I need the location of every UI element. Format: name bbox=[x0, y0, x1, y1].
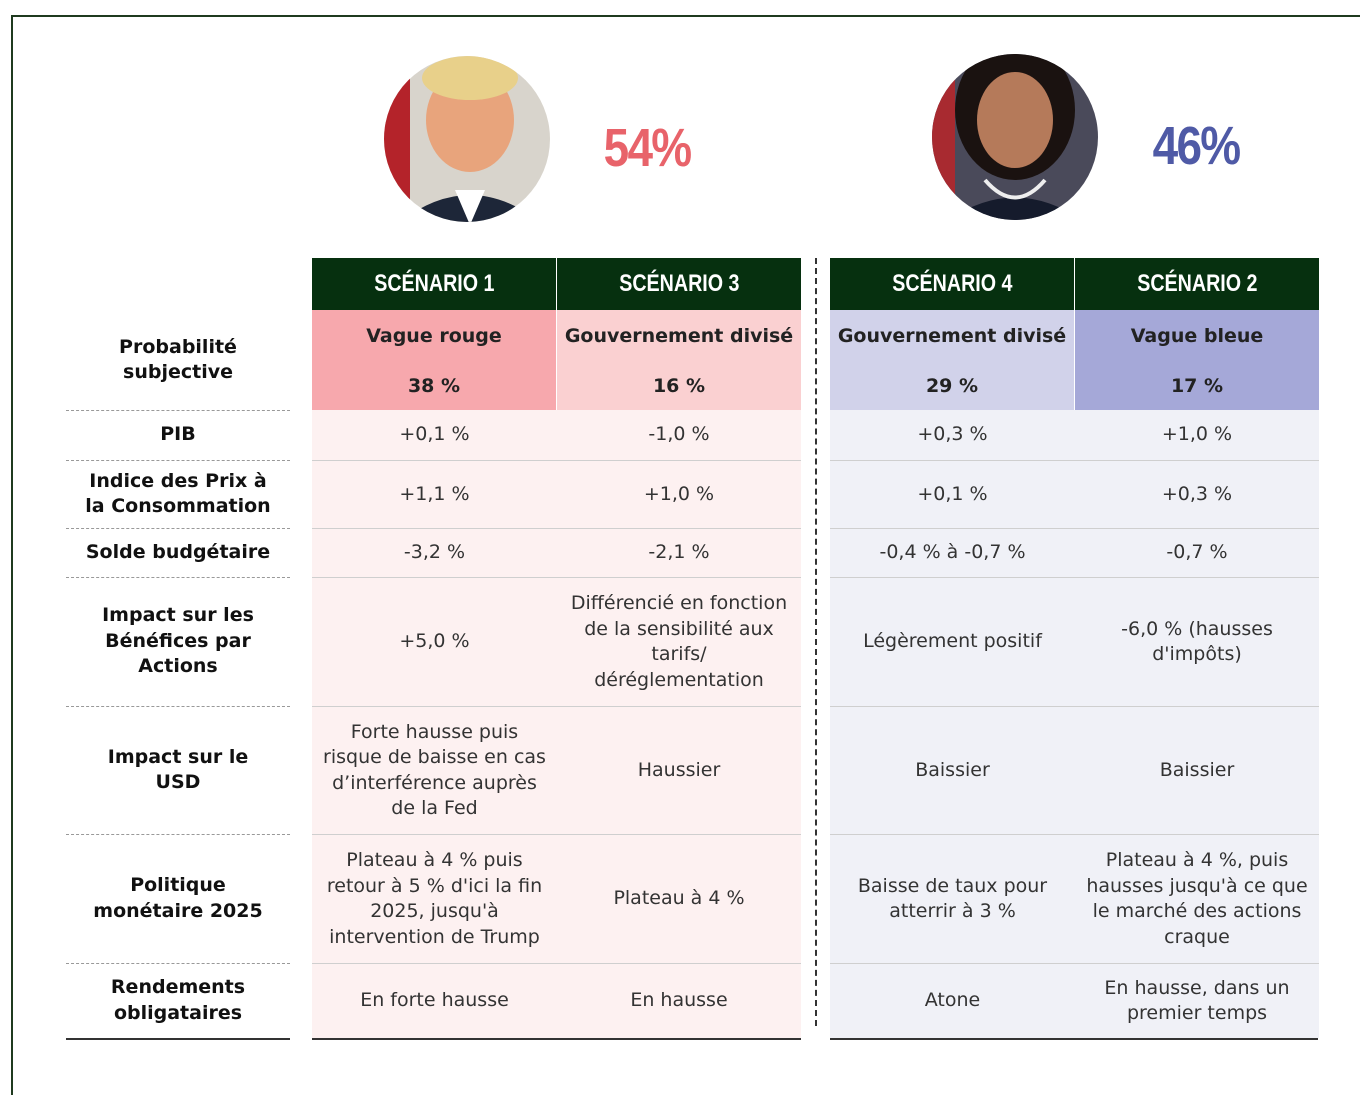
portrait-2 bbox=[925, 40, 1105, 230]
table-cell: Plateau à 4 %, puis hausses jusqu'à ce q… bbox=[1075, 834, 1319, 963]
table-bottom bbox=[830, 1038, 1318, 1040]
scenario-name: Vague rouge bbox=[312, 310, 556, 362]
table-bottom bbox=[312, 1038, 801, 1040]
scenario-probability: 16 % bbox=[557, 362, 801, 410]
table-cell: -6,0 % (hausses d'impôts) bbox=[1075, 577, 1319, 706]
table-cell: En forte hausse bbox=[312, 963, 557, 1038]
table-cell: En hausse bbox=[557, 963, 801, 1038]
row-label: Impact sur le USD bbox=[66, 706, 290, 834]
table-bottom bbox=[66, 1038, 290, 1040]
row-label: Rendements obligataires bbox=[66, 963, 290, 1038]
table-cell: Plateau à 4 % puis retour à 5 % d'ici la… bbox=[312, 834, 557, 963]
table-cell: -0,7 % bbox=[1075, 528, 1319, 577]
table-cell: Forte hausse puis risque de baisse en ca… bbox=[312, 706, 557, 834]
table-cell: -2,1 % bbox=[557, 528, 801, 577]
scenario-header: SCÉNARIO 2 bbox=[1075, 258, 1319, 310]
table-cell: +0,1 % bbox=[312, 410, 557, 460]
table-cell: +0,3 % bbox=[1075, 460, 1319, 528]
scenario-probability: 29 % bbox=[830, 362, 1074, 410]
table-cell: +1,1 % bbox=[312, 460, 557, 528]
scenario-name: Vague bleue bbox=[1075, 310, 1319, 362]
row-label: Solde budgétaire bbox=[66, 528, 290, 577]
table-cell: Baissier bbox=[830, 706, 1075, 834]
table-cell: +1,0 % bbox=[1075, 410, 1319, 460]
table-cell: Baissier bbox=[1075, 706, 1319, 834]
column-divider bbox=[815, 258, 817, 1026]
table-cell: -0,4 % à -0,7 % bbox=[830, 528, 1075, 577]
table-cell: +0,3 % bbox=[830, 410, 1075, 460]
table-cell: -3,2 % bbox=[312, 528, 557, 577]
scenario-header: SCÉNARIO 3 bbox=[557, 258, 801, 310]
table-cell: +0,1 % bbox=[830, 460, 1075, 528]
table-cell: En hausse, dans un premier temps bbox=[1075, 963, 1319, 1038]
table-cell: Différencié en fonction de la sensibilit… bbox=[557, 577, 801, 706]
table-cell: Plateau à 4 % bbox=[557, 834, 801, 963]
table-cell: +1,0 % bbox=[557, 460, 801, 528]
table-cell: Baisse de taux pour atterrir à 3 % bbox=[830, 834, 1075, 963]
scenario-name: Gouvernement divisé bbox=[557, 310, 801, 362]
row-label: PIB bbox=[66, 410, 290, 460]
table-cell: Haussier bbox=[557, 706, 801, 834]
portrait-1 bbox=[380, 50, 560, 230]
row-label: Indice des Prix à la Consommation bbox=[66, 460, 290, 528]
scenario-probability: 17 % bbox=[1075, 362, 1319, 410]
table-cell: +5,0 % bbox=[312, 577, 557, 706]
scenario-probability: 38 % bbox=[312, 362, 556, 410]
row-label: Probabilité subjective bbox=[66, 310, 290, 410]
table-cell: Atone bbox=[830, 963, 1075, 1038]
table-cell: Légèrement positif bbox=[830, 577, 1075, 706]
percent-1: 54% bbox=[579, 110, 715, 186]
percent-2: 46% bbox=[1128, 108, 1264, 184]
row-label: Impact sur les Bénéfices par Actions bbox=[66, 577, 290, 706]
scenario-header: SCÉNARIO 1 bbox=[312, 258, 556, 310]
scenario-name: Gouvernement divisé bbox=[830, 310, 1074, 362]
table-cell: -1,0 % bbox=[557, 410, 801, 460]
row-label: Politique monétaire 2025 bbox=[66, 834, 290, 963]
scenario-header: SCÉNARIO 4 bbox=[830, 258, 1074, 310]
